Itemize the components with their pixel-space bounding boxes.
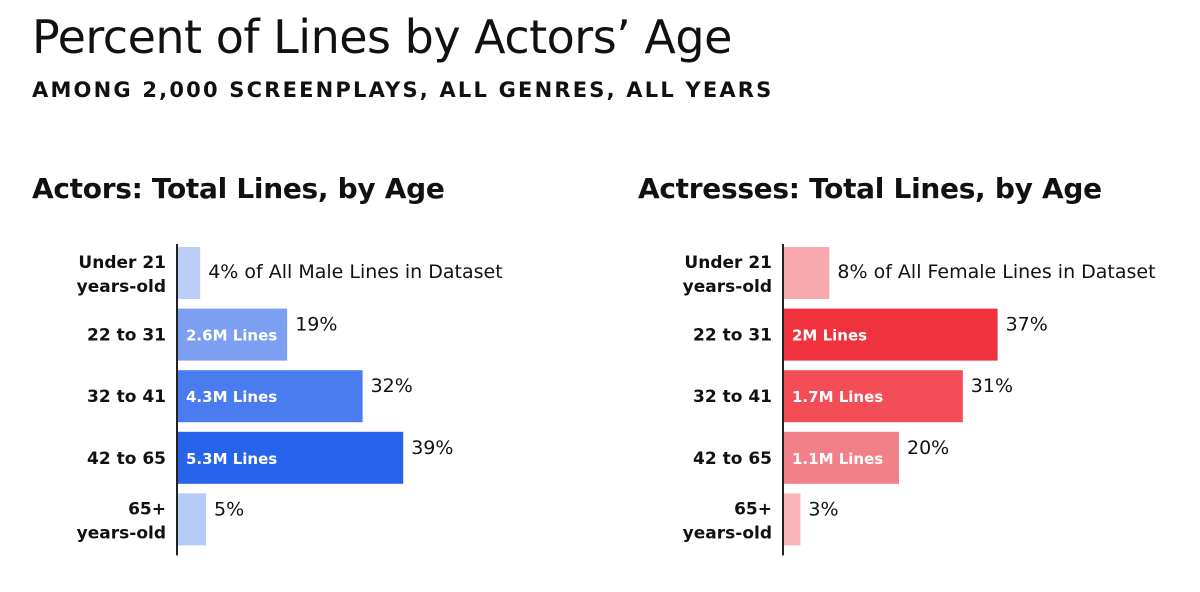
- actors-bar: [177, 493, 206, 546]
- bar-value-label: 39%: [411, 437, 453, 459]
- bar-inner-label: 4.3M Lines: [186, 388, 277, 406]
- bar-value-label: 19%: [295, 314, 337, 336]
- actors-bar-chart: Under 21 years-old 4% of All Male Lines in…: [77, 244, 503, 556]
- category-label: Under 21 years-old: [683, 253, 772, 297]
- category-label: 22 to 31: [693, 326, 772, 346]
- category-label: 32 to 41: [693, 387, 772, 407]
- actresses-bar-chart: Under 21 years-old 8% of All Female Lines …: [683, 244, 1156, 556]
- bar-inner-label: 2M Lines: [792, 327, 867, 345]
- actors-bar: [177, 308, 288, 361]
- bar-inner-label: 1.1M Lines: [792, 450, 883, 468]
- category-label: 22 to 31: [87, 326, 166, 346]
- bar-inner-label: 1.7M Lines: [792, 388, 883, 406]
- actors-chart-panel: Actors: Total Lines, by Age Under 21 year…: [0, 160, 560, 580]
- actors-chart-title: Actors: Total Lines, by Age: [32, 172, 445, 205]
- bar-value-label: 8% of All Female Lines in Dataset: [837, 261, 1155, 283]
- category-label: 32 to 41: [87, 387, 166, 407]
- actresses-bar: [783, 308, 998, 361]
- page-title: Percent of Lines by Actors’ Age: [32, 10, 732, 64]
- category-label: 42 to 65: [87, 449, 166, 469]
- actresses-bar: [783, 431, 899, 484]
- bar-value-label: 37%: [1006, 314, 1048, 336]
- bar-value-label: 32%: [371, 375, 413, 397]
- actresses-chart-title: Actresses: Total Lines, by Age: [638, 172, 1102, 205]
- category-label: 65+ years-old: [683, 499, 772, 543]
- actors-bar: [177, 431, 404, 484]
- actresses-bar: [783, 247, 830, 299]
- actors-bar: [177, 370, 363, 423]
- bar-value-label: 3%: [808, 498, 838, 520]
- bar-inner-label: 2.6M Lines: [186, 327, 277, 345]
- page-subtitle: AMONG 2,000 SCREENPLAYS, ALL GENRES, ALL…: [32, 78, 774, 102]
- category-label: Under 21 years-old: [77, 253, 166, 297]
- bar-value-label: 20%: [907, 437, 949, 459]
- category-label: 42 to 65: [693, 449, 772, 469]
- bar-value-label: 4% of All Male Lines in Dataset: [208, 261, 502, 283]
- category-label: 65+ years-old: [77, 499, 166, 543]
- actresses-chart-panel: Actresses: Total Lines, by Age Under 21 y…: [606, 160, 1166, 580]
- bar-value-label: 31%: [971, 375, 1013, 397]
- actresses-bar: [783, 370, 963, 423]
- actresses-bar: [783, 493, 801, 546]
- bar-value-label: 5%: [214, 498, 244, 520]
- bar-inner-label: 5.3M Lines: [186, 450, 277, 468]
- actors-bar: [177, 247, 201, 299]
